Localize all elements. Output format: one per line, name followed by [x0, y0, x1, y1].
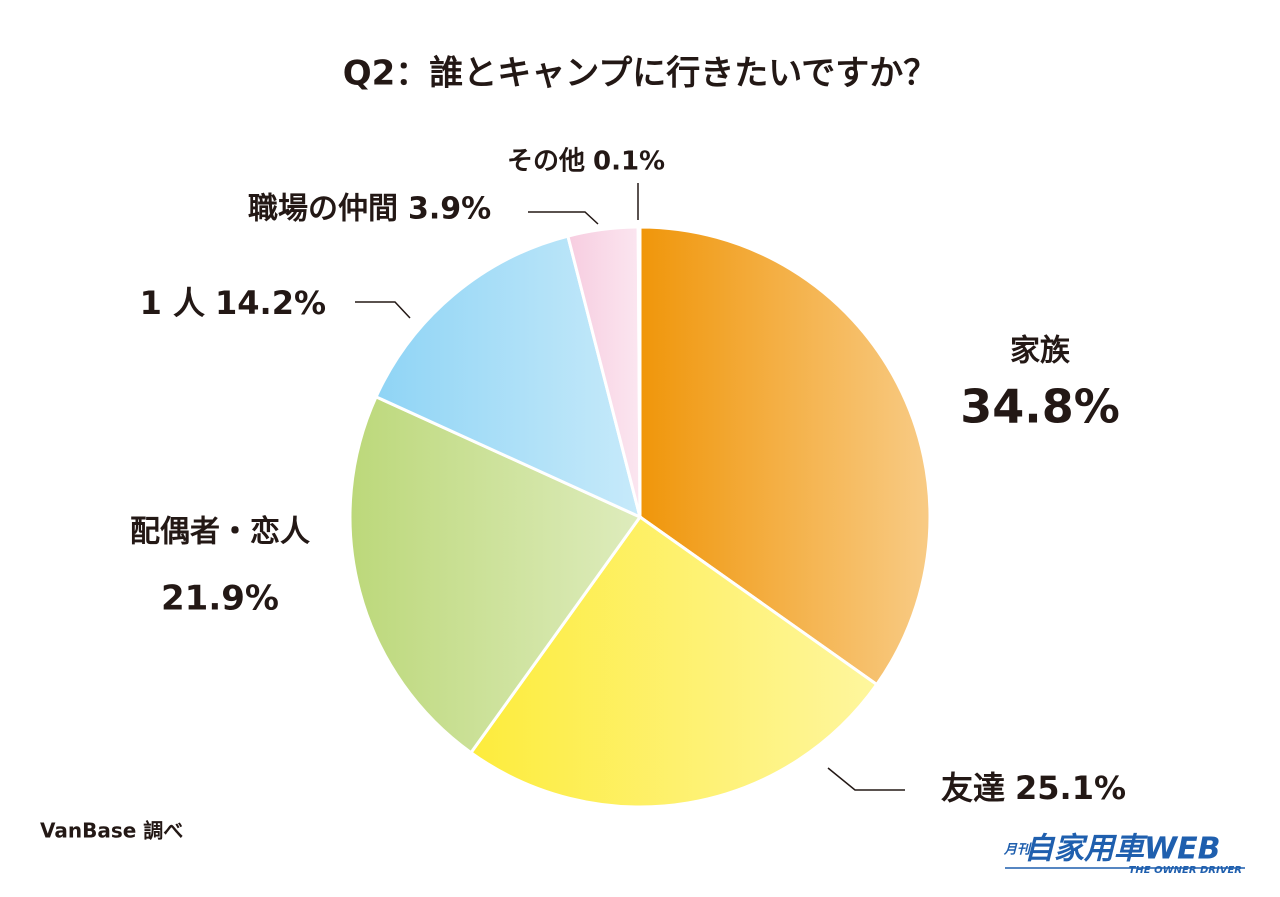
- value-label: 25.1%: [1015, 769, 1126, 807]
- value-label: 34.8%: [960, 380, 1120, 434]
- pie-slice: [348, 394, 643, 755]
- value-label: 0.1%: [593, 147, 665, 177]
- slice-label: 1 人: [140, 284, 205, 322]
- pie-slice: [638, 225, 932, 687]
- leader-line: [827, 767, 905, 791]
- chart-title: Q2：誰とキャンプに行きたいですか？: [343, 54, 938, 94]
- slice-label: 配偶者・恋人: [130, 515, 310, 550]
- slice-label: 家族: [1010, 334, 1071, 369]
- source: VanBase 調べ: [40, 819, 183, 843]
- leaders: [355, 183, 905, 791]
- pie-slice: [636, 225, 642, 518]
- value-label: 3.9%: [408, 192, 491, 227]
- value-label: 21.9%: [161, 579, 279, 619]
- logo-name: 自家用車WEB: [1024, 832, 1220, 867]
- leader-line: [528, 211, 599, 225]
- slice-label: その他: [507, 147, 585, 177]
- pie-slice: [374, 234, 643, 520]
- value-label: 14.2%: [215, 284, 326, 322]
- logo-prefix: 月刊: [1003, 843, 1032, 858]
- pie-slice: [468, 514, 879, 809]
- logo-tagline: THE OWNER DRIVER: [1129, 865, 1242, 876]
- slice-label: 友達: [941, 769, 1005, 807]
- logo: 月刊 自家用車WEB THE OWNER DRIVER: [1003, 832, 1245, 876]
- pie: [348, 225, 932, 809]
- leader-line: [355, 301, 411, 319]
- slice-label: 職場の仲間: [248, 192, 398, 227]
